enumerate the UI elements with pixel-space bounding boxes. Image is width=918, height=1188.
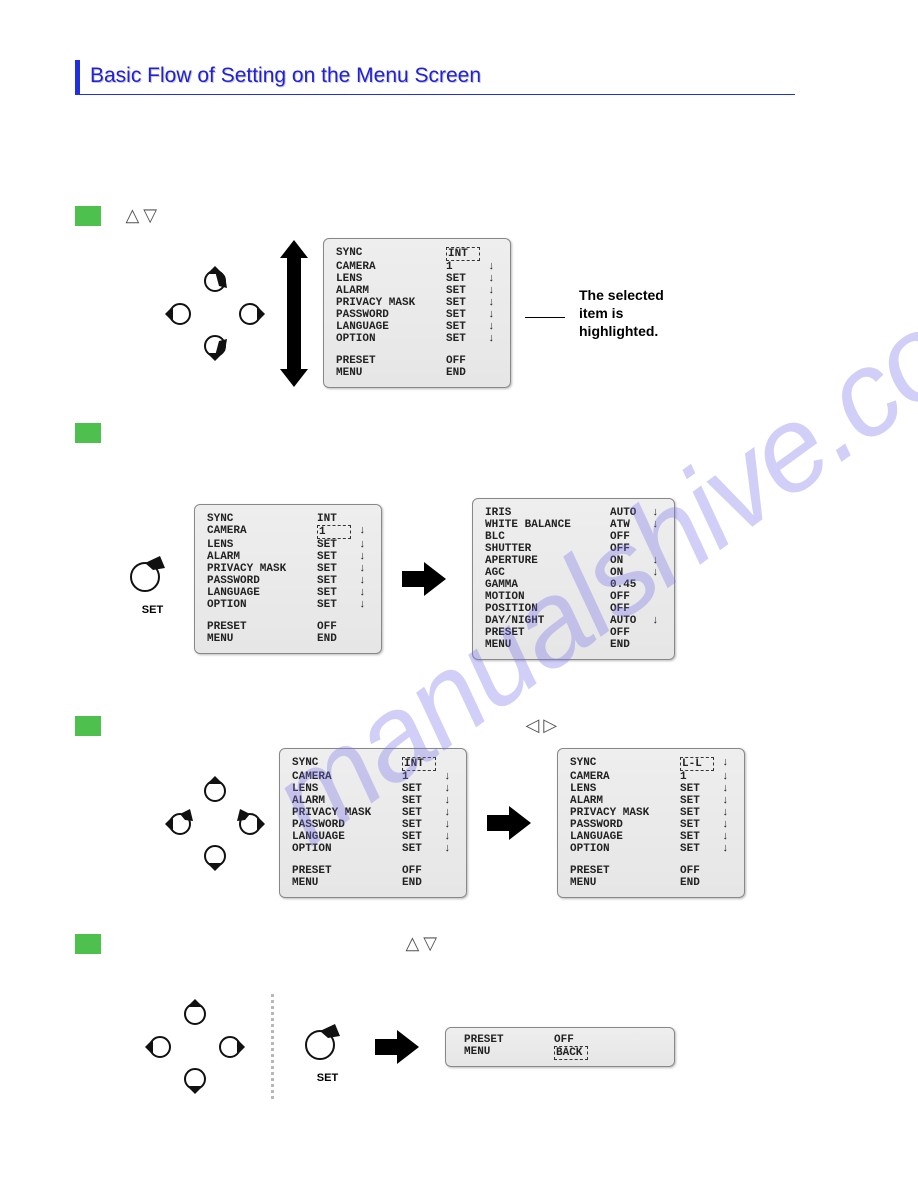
document-page: Basic Flow of Setting on the Menu Screen…: [0, 0, 918, 1188]
dpad-icon: [165, 266, 265, 361]
menu-row: PRIVACY MASKSET↓: [207, 563, 369, 575]
menu-row: MENUEND: [485, 639, 662, 651]
menu-row: OPTIONSET↓: [336, 333, 498, 345]
menu-row: POSITIONOFF: [485, 603, 662, 615]
arrow-right-icon: [487, 806, 537, 840]
step2-row: SET SYNCINTCAMERA1↓LENSSET↓ALARMSET↓PRIV…: [125, 498, 843, 660]
menu-row: LANGUAGESET↓: [336, 321, 498, 333]
menu-panel-back: PRESETOFFMENUBACK: [445, 1027, 675, 1067]
menu-row: LANGUAGESET↓: [292, 831, 454, 843]
menu-row: PASSWORDSET↓: [292, 819, 454, 831]
menu-panel-sub: IRISAUTO↓WHITE BALANCEATW↓BLCOFFSHUTTERO…: [472, 498, 675, 660]
menu-row: SYNCINT: [292, 757, 454, 771]
arrow-right-icon: [375, 1030, 425, 1064]
menu-row: MENUEND: [207, 633, 369, 645]
menu-row: PRESETOFF: [336, 355, 498, 367]
menu-panel-camera: SYNCINTCAMERA1↓LENSSET↓ALARMSET↓PRIVACY …: [194, 504, 382, 654]
set-button-icon: SET: [125, 542, 180, 616]
menu-row: SYNCINT: [207, 513, 369, 525]
menu-row: PRESETOFF: [464, 1034, 656, 1046]
menu-row: PASSWORDSET↓: [336, 309, 498, 321]
updown-glyph: △▽: [125, 205, 161, 226]
page-title: Basic Flow of Setting on the Menu Screen: [75, 60, 795, 95]
menu-row: CAMERA1↓: [336, 261, 498, 273]
menu-row: MENUEND: [570, 877, 732, 889]
leftright-glyph: ◁▷: [525, 715, 561, 736]
callout-text: The selected item is highlighted.: [579, 286, 694, 341]
menu-row: MENUBACK: [464, 1046, 656, 1060]
callout-line: [525, 317, 565, 318]
menu-row: PRIVACY MASKSET↓: [292, 807, 454, 819]
menu-row: SYNCL-L↓: [570, 757, 732, 771]
set-label: SET: [125, 604, 180, 616]
step-4: △▽ SET PRESETOFFMENUBACK: [75, 933, 843, 1099]
menu-row: APERTUREON↓: [485, 555, 662, 567]
menu-row: LENSSET↓: [207, 539, 369, 551]
menu-row: PASSWORDSET↓: [570, 819, 732, 831]
menu-row: MENUEND: [292, 877, 454, 889]
set-button-icon: SET: [300, 1010, 355, 1084]
menu-panel-ll: SYNCL-L↓CAMERA1↓LENSSET↓ALARMSET↓PRIVACY…: [557, 748, 745, 898]
dpad-icon: [145, 999, 245, 1094]
menu-row: LENSSET↓: [292, 783, 454, 795]
menu-row: PRESETOFF: [570, 865, 732, 877]
menu-row: CAMERA1↓: [207, 525, 369, 539]
menu-row: WHITE BALANCEATW↓: [485, 519, 662, 531]
step-bullet: [75, 423, 101, 443]
dpad-icon: [165, 776, 265, 871]
menu-row: GAMMA0.45: [485, 579, 662, 591]
menu-row: AGCON↓: [485, 567, 662, 579]
menu-row: CAMERA1↓: [292, 771, 454, 783]
menu-row: ALARMSET↓: [292, 795, 454, 807]
step3-row: SYNCINTCAMERA1↓LENSSET↓ALARMSET↓PRIVACY …: [165, 748, 843, 898]
menu-row: MENUEND: [336, 367, 498, 379]
menu-row: OPTIONSET↓: [570, 843, 732, 855]
menu-row: LANGUAGESET↓: [570, 831, 732, 843]
menu-row: CAMERA1↓: [570, 771, 732, 783]
menu-row: ALARMSET↓: [336, 285, 498, 297]
menu-row: PRIVACY MASKSET↓: [570, 807, 732, 819]
arrow-right-icon: [402, 562, 452, 596]
menu-row: IRISAUTO↓: [485, 507, 662, 519]
menu-row: LENSSET↓: [336, 273, 498, 285]
step-3: ◁▷ SYNCINTCAMERA1↓LENSSET↓ALARMSET↓PRIVA…: [75, 715, 843, 898]
menu-row: PASSWORDSET↓: [207, 575, 369, 587]
menu-row: SYNCINT: [336, 247, 498, 261]
step-bullet: [75, 206, 101, 226]
menu-row: OPTIONSET↓: [207, 599, 369, 611]
menu-row: LENSSET↓: [570, 783, 732, 795]
vertical-arrow: [287, 256, 301, 371]
menu-row: LANGUAGESET↓: [207, 587, 369, 599]
step-1: △▽ SYNCINTCAMERA1↓LENSSET↓ALARMSET↓PRIVA…: [75, 205, 843, 388]
menu-row: PRESETOFF: [485, 627, 662, 639]
menu-panel-main: SYNCINTCAMERA1↓LENSSET↓ALARMSET↓PRIVACY …: [323, 238, 511, 388]
menu-row: PRESETOFF: [292, 865, 454, 877]
step-2: SET SYNCINTCAMERA1↓LENSSET↓ALARMSET↓PRIV…: [75, 423, 843, 660]
menu-row: PRIVACY MASKSET↓: [336, 297, 498, 309]
menu-row: ALARMSET↓: [570, 795, 732, 807]
menu-row: SHUTTEROFF: [485, 543, 662, 555]
menu-row: BLCOFF: [485, 531, 662, 543]
set-label: SET: [300, 1072, 355, 1084]
menu-row: ALARMSET↓: [207, 551, 369, 563]
menu-row: MOTIONOFF: [485, 591, 662, 603]
menu-row: OPTIONSET↓: [292, 843, 454, 855]
menu-row: DAY/NIGHTAUTO↓: [485, 615, 662, 627]
dotted-divider: [271, 994, 274, 1099]
updown-glyph: △▽: [405, 933, 441, 954]
step-bullet: [75, 934, 101, 954]
step-bullet: [75, 716, 101, 736]
menu-row: PRESETOFF: [207, 621, 369, 633]
step4-row: SET PRESETOFFMENUBACK: [145, 994, 843, 1099]
step1-row: SYNCINTCAMERA1↓LENSSET↓ALARMSET↓PRIVACY …: [165, 238, 843, 388]
menu-panel-int: SYNCINTCAMERA1↓LENSSET↓ALARMSET↓PRIVACY …: [279, 748, 467, 898]
spacer: [75, 95, 843, 205]
